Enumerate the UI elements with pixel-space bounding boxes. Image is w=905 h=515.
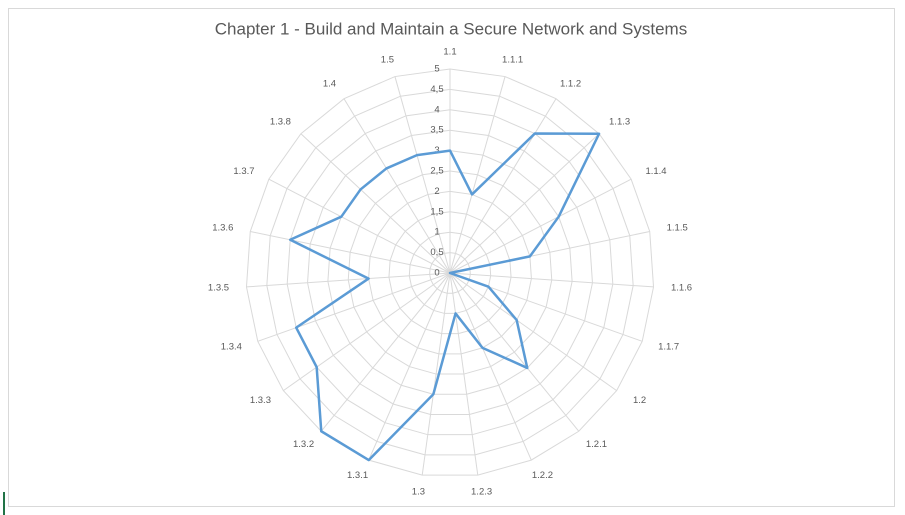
y-tick-label: 3,5: [430, 125, 443, 136]
category-label: 1.4: [323, 79, 336, 90]
spoke: [246, 272, 451, 288]
spoke: [449, 272, 654, 288]
category-label: 1.3.1: [347, 470, 368, 481]
y-tick-label: 1,5: [430, 206, 443, 217]
chart-area: [8, 8, 895, 507]
grid-ring: [347, 170, 553, 375]
grid-ring: [307, 129, 593, 415]
category-label: 1.1.7: [658, 342, 679, 353]
category-label: 1.3.6: [212, 223, 233, 234]
category-label: 1.2: [633, 395, 646, 406]
y-tick-label: 3: [434, 145, 439, 156]
y-tick-label: 2: [434, 186, 439, 197]
spoke: [320, 272, 451, 432]
y-tick-label: 4: [434, 104, 439, 115]
category-label: 1.3.4: [221, 342, 242, 353]
spoke: [368, 272, 451, 461]
spoke: [300, 133, 451, 274]
category-label: 1.1.1: [502, 55, 523, 66]
category-label: 1.1.5: [667, 223, 688, 234]
data-line: [288, 132, 601, 462]
category-label: 1.3: [412, 486, 425, 497]
spoke: [250, 231, 451, 274]
category-label: 1.5: [381, 55, 394, 66]
grid-ring: [266, 88, 634, 456]
spoke: [449, 133, 600, 274]
category-label: 1.2.3: [471, 486, 492, 497]
grid-ring: [429, 252, 471, 294]
spoke: [449, 98, 557, 274]
chart-title: Chapter 1 - Build and Maintain a Secure …: [215, 19, 687, 38]
category-label: 1.1.3: [609, 117, 630, 128]
category-label: 1.1: [443, 47, 456, 58]
y-tick-label: 5: [434, 64, 439, 75]
spoke: [257, 272, 451, 342]
category-label: 1.3.3: [250, 395, 271, 406]
y-tick-label: 4,5: [430, 84, 443, 95]
spoke: [394, 76, 451, 274]
category-label: 1.1.2: [560, 79, 581, 90]
grid-ring: [245, 68, 655, 476]
spoke: [449, 76, 506, 274]
grid-ring: [368, 190, 532, 355]
y-tick-label: 2,5: [430, 166, 443, 177]
y-tick-label: 1: [434, 227, 439, 238]
category-label: 1.3.7: [233, 166, 254, 177]
category-label: 1.2.2: [532, 470, 553, 481]
category-label: 1.1.4: [645, 166, 666, 177]
y-tick-label: 0,5: [430, 247, 443, 258]
spoke: [268, 178, 451, 274]
category-label: 1.3.5: [208, 283, 229, 294]
category-label: 1.3.2: [293, 439, 314, 450]
category-label: 1.3.8: [270, 117, 291, 128]
grid-ring: [408, 231, 492, 314]
category-label: 1.2.1: [586, 439, 607, 450]
spoke: [449, 272, 617, 392]
grid-ring: [286, 109, 614, 436]
spoke: [449, 272, 479, 476]
spoke: [449, 272, 580, 432]
spoke: [343, 98, 451, 274]
category-label: 1.1.6: [671, 283, 692, 294]
spoke: [449, 178, 632, 274]
spoke: [421, 272, 451, 476]
spoke: [283, 272, 451, 392]
spoke: [449, 272, 532, 461]
y-tick-label: 0: [434, 268, 439, 279]
